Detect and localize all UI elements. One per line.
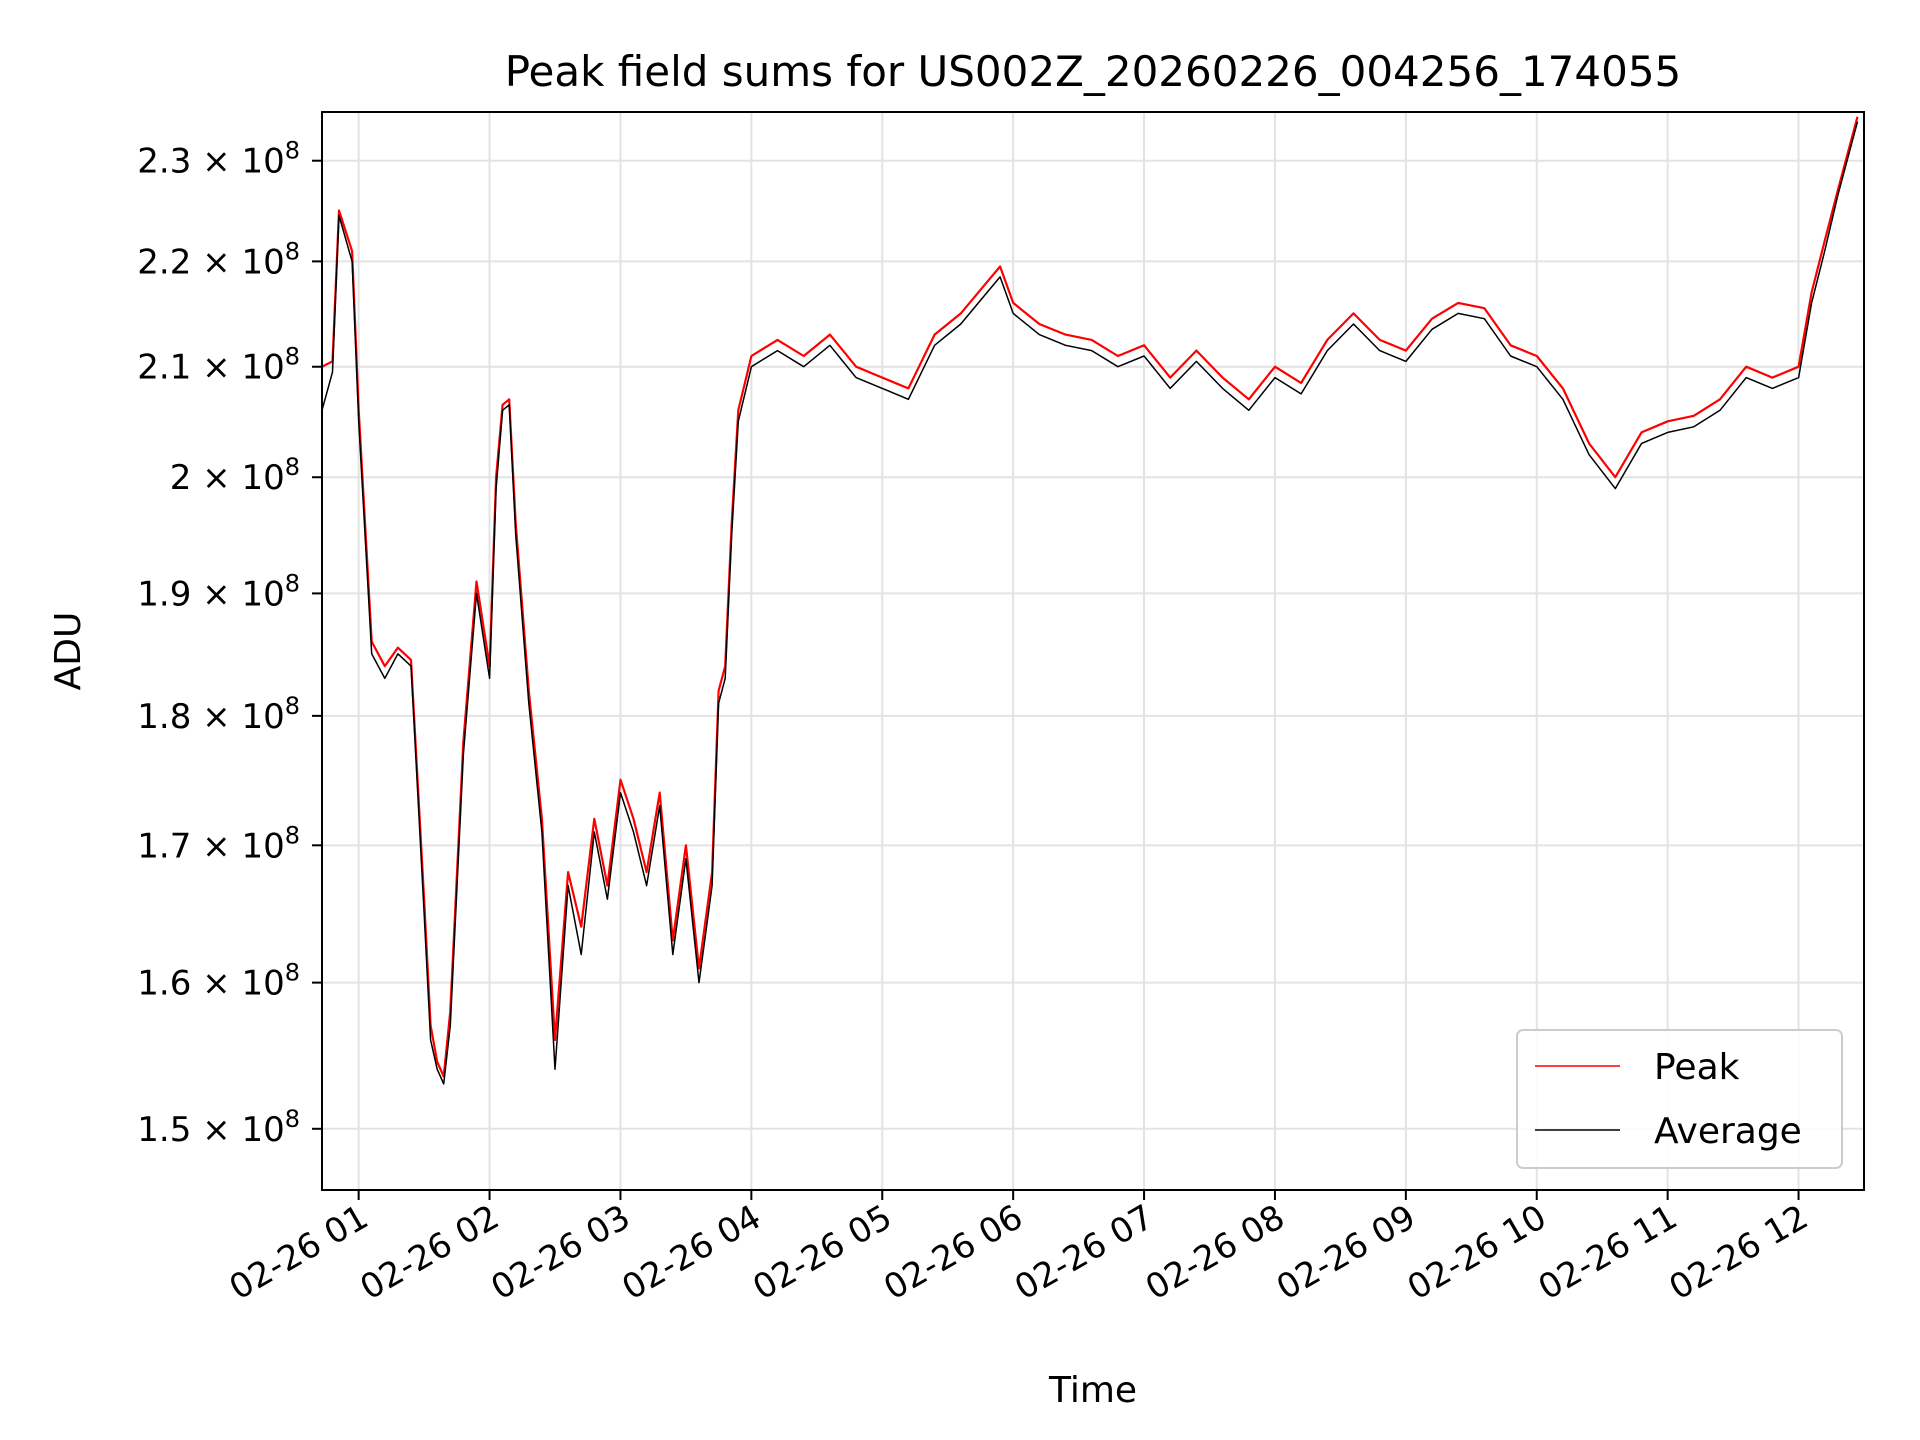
x-tick-label: 02-26 03 <box>485 1197 637 1308</box>
series-layer <box>322 116 1859 1085</box>
x-tick-label: 02-26 09 <box>1270 1197 1422 1308</box>
legend-label-average: Average <box>1654 1111 1802 1152</box>
chart-title: Peak field sums for US002Z_20260226_0042… <box>505 47 1682 96</box>
x-tick-label: 02-26 08 <box>1139 1197 1291 1308</box>
series-line-average <box>322 121 1859 1085</box>
y-tick-label: 2.1 × 108 <box>137 343 300 388</box>
y-tick-label: 1.5 × 108 <box>137 1105 300 1150</box>
x-tick-label: 02-26 11 <box>1532 1197 1684 1308</box>
legend: Peak Average <box>1516 1029 1843 1169</box>
y-tick-label: 1.9 × 108 <box>137 569 300 614</box>
y-tick-label: 2.3 × 108 <box>137 137 300 182</box>
x-axis-label: Time <box>1048 1370 1137 1411</box>
y-tick-label: 2.2 × 108 <box>137 237 300 282</box>
y-tick-label: 1.7 × 108 <box>137 821 300 866</box>
legend-label-peak: Peak <box>1654 1047 1740 1088</box>
x-tick-label: 02-26 12 <box>1663 1197 1815 1308</box>
x-tick-label: 02-26 10 <box>1401 1197 1553 1308</box>
x-tick-label: 02-26 04 <box>615 1197 767 1308</box>
y-axis-ticks: 1.5 × 108 1.6 × 108 1.7 × 108 1.8 × 108 1.9 … <box>137 137 322 1150</box>
legend-box <box>1516 1029 1843 1169</box>
plot-frame <box>321 111 1865 1191</box>
x-tick-label: 02-26 01 <box>223 1197 375 1308</box>
y-axis-label: ADU <box>48 612 89 691</box>
y-tick-label: 1.8 × 108 <box>137 692 300 737</box>
y-tick-label: 1.6 × 108 <box>137 959 300 1004</box>
y-tick-label: 2 × 108 <box>170 453 300 498</box>
x-tick-label: 02-26 07 <box>1008 1197 1160 1308</box>
x-tick-label: 02-26 06 <box>877 1197 1029 1308</box>
x-tick-label: 02-26 05 <box>746 1197 898 1308</box>
x-tick-label: 02-26 02 <box>354 1197 506 1308</box>
series-line-peak <box>322 116 1859 1078</box>
